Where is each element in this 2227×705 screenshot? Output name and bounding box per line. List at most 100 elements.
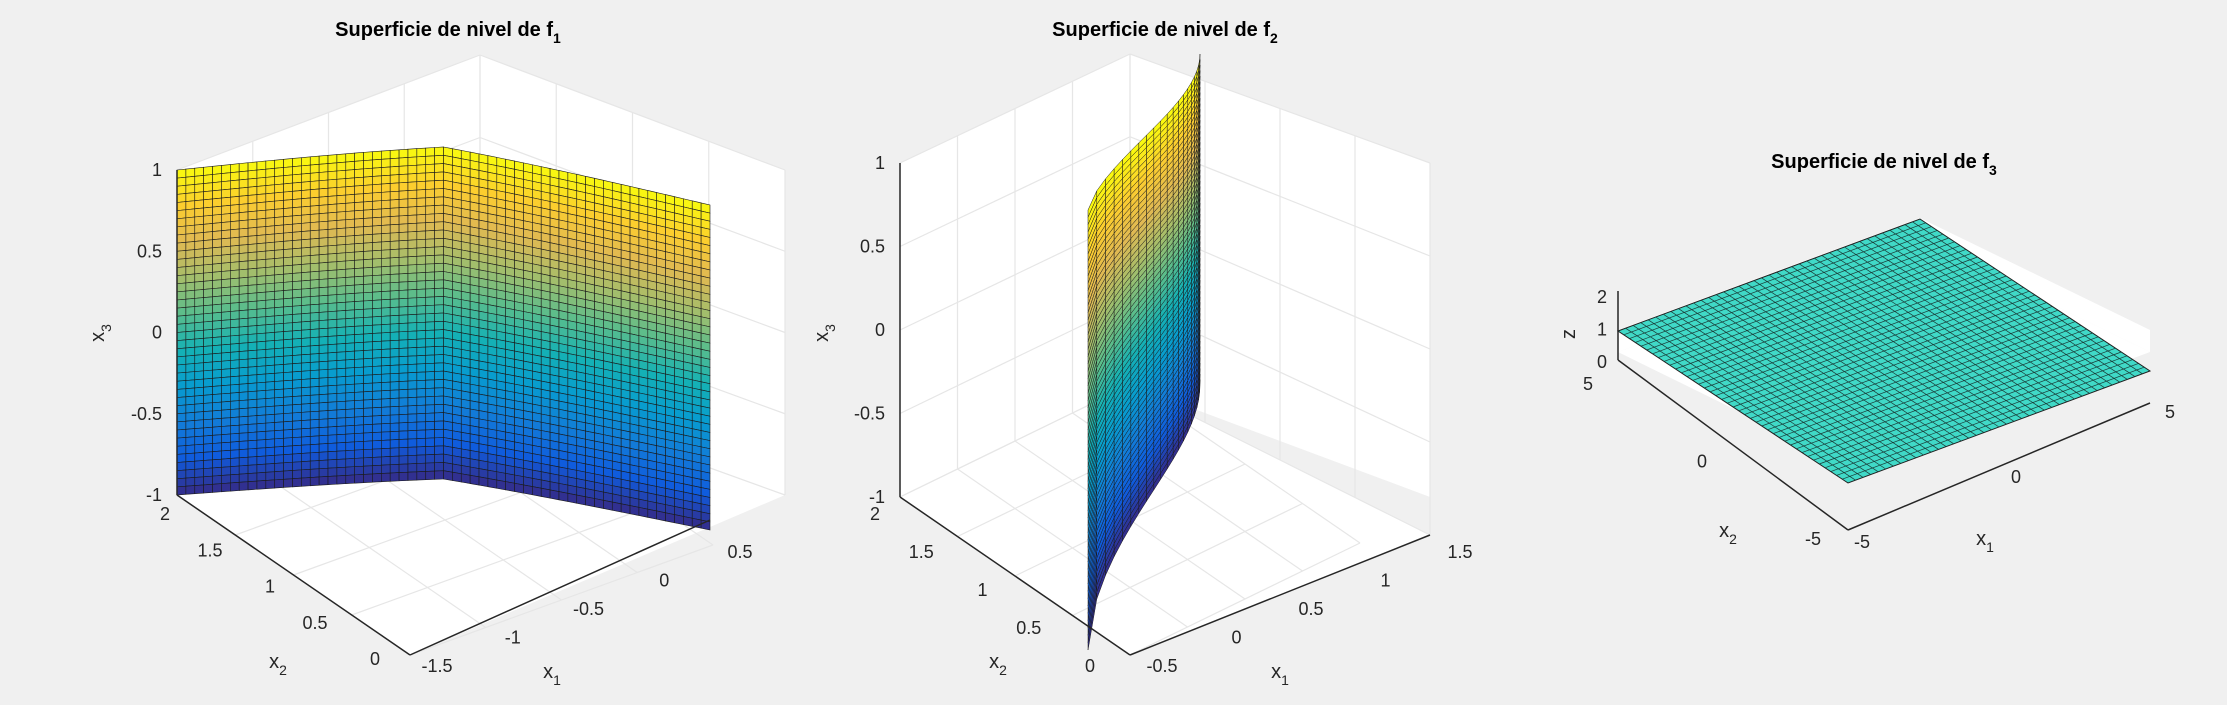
plot-1-surface-patch <box>194 191 204 202</box>
plot-1-surface-patch <box>185 192 196 202</box>
plot-1-surface-patch <box>203 190 213 201</box>
plot-1-surface-patch <box>292 173 302 184</box>
plot-1-surface-patch <box>389 397 400 408</box>
plot-1-surface-patch <box>434 154 444 165</box>
plot-1-surface-patch <box>274 380 284 391</box>
plot-1-surface-patch <box>212 320 222 330</box>
plot-1-surface-patch <box>247 448 258 458</box>
plot-1-surface-patch <box>238 448 249 459</box>
plot-1-surface-patch <box>194 476 204 486</box>
plot-1-surface-patch <box>309 262 320 273</box>
plot-1-surface-patch <box>185 411 196 422</box>
plot-1-surface-patch <box>416 346 427 357</box>
plot-1-surface-patch <box>301 304 311 315</box>
plot-1-surface-patch <box>309 155 320 166</box>
plot-1-surface-patch <box>318 163 329 173</box>
plot-1-surface-patch <box>176 233 187 244</box>
plot-1-surface-patch <box>389 248 400 259</box>
plot-1-surface-patch <box>398 339 409 349</box>
plot-1-axis-lines <box>176 170 711 656</box>
plot-1-surface-patch <box>407 355 418 365</box>
plot-1-surface-patch <box>336 178 347 188</box>
plot-1-surface-patch <box>318 385 329 396</box>
plot-1-surface-patch <box>318 476 329 486</box>
plot-1-surface-patch <box>381 207 391 218</box>
plot-1-surface-patch <box>363 283 373 294</box>
plot-2-x-axis-line <box>1129 534 1431 656</box>
plot-1-surface-patch <box>221 327 231 338</box>
plot-2-y-tick-label: 2 <box>870 504 880 524</box>
plot-1-surface-patch <box>265 159 276 170</box>
plot-1-surface-patch <box>434 320 444 331</box>
plot-1-surface-patch <box>354 366 364 377</box>
plot-1-surface-patch <box>345 350 355 361</box>
plot-1-surface-patch <box>221 229 231 240</box>
plot-1-surface-patch <box>381 232 391 243</box>
plot-1-surface-patch <box>354 441 364 451</box>
plot-1-surface-patch <box>434 329 444 339</box>
plot-1-surface-patch <box>301 156 311 167</box>
plot-1-surface-patch <box>301 279 311 290</box>
plot-1-surface-patch <box>345 202 355 212</box>
plot-1-surface-patch <box>203 174 213 184</box>
plot-1-surface-patch <box>398 198 409 209</box>
plot-1-surface-patch <box>274 421 284 432</box>
plot-1-z-tick-label: -0.5 <box>131 404 162 424</box>
plot-1-surface-patch <box>407 413 418 423</box>
plot-1-surface-patch <box>212 263 222 273</box>
plot-1-surface-patch <box>185 281 196 292</box>
plot-3-title-text: Superficie de nivel de f <box>1771 151 1989 173</box>
plot-1-surface-patch <box>274 306 284 317</box>
plot-1-surface-patch <box>292 346 302 356</box>
plot-1-surface-patch <box>230 285 240 296</box>
plot-1-surface-patch <box>425 454 435 464</box>
plot-2-tick-labels: 10.50-0.5-121.510.50 -0.500.511.5 <box>854 153 1473 676</box>
plot-1-surface-patch <box>238 399 249 410</box>
plot-1-surface-patch <box>381 323 391 334</box>
plot-1-surface-patch <box>274 462 284 472</box>
plot-1-surface-patch <box>301 427 311 438</box>
plot-1-surface-patch <box>549 489 560 501</box>
plot-1-surface-patch <box>221 164 231 174</box>
plot-1-surface-patch <box>407 405 418 415</box>
plot-1-surface-patch <box>318 294 329 305</box>
plot-1-surface-patch <box>372 233 382 243</box>
plot-1-surface-patch <box>327 459 338 469</box>
plot-3-mesh-line <box>1738 298 2041 412</box>
plot-1-surface-patch <box>185 184 196 194</box>
plot-1-surface-patch <box>221 392 231 403</box>
plot-1-surface-patch <box>309 270 320 281</box>
plot-1-surface-patch <box>345 309 355 320</box>
plot-1-surface-patch <box>345 408 355 418</box>
plot-1-surface-patch <box>398 306 409 316</box>
plot-3-mesh-line <box>1829 252 2060 405</box>
plot-1-surface-patch <box>309 320 320 330</box>
plot-1-surface-patch <box>176 412 187 423</box>
plot-1-surface-patch <box>381 249 391 259</box>
plot-1-surface-patch <box>345 276 355 287</box>
plot-3-mesh-line <box>1889 229 2120 383</box>
plot-3-mesh-line <box>1773 321 2076 434</box>
plot-3-back-wall-right <box>1920 218 2150 352</box>
plot-1-surface-patch <box>354 333 364 344</box>
plot-1-surface-patch <box>336 475 347 485</box>
plot-1-surface-patch <box>309 386 320 396</box>
plot-1-surface-patch <box>336 409 347 419</box>
plot-1-surface-patch <box>309 369 320 380</box>
plot-1-surface-patch <box>185 387 196 398</box>
plot-1-surface-patch <box>425 163 435 174</box>
plot-1-surface-patch <box>318 402 329 412</box>
plot-1-surface-patch <box>301 288 311 298</box>
plot-1-y-axis-line <box>176 494 411 656</box>
plot-1-surface-patch <box>274 437 284 448</box>
plot-1-surface-patch <box>345 416 355 427</box>
plot-1-surface-patch <box>230 253 240 263</box>
plot-1-surface-patch <box>407 430 418 440</box>
plot-1-surface-patch <box>238 211 249 222</box>
plot-1-surface-patch <box>185 485 196 495</box>
plot-1-surface-patch <box>327 319 338 329</box>
plot-1-surface-patch <box>176 323 187 333</box>
plot-1-surface-patch <box>372 365 382 376</box>
plot-1-surface-patch <box>274 372 284 382</box>
plot-1-surface-patch <box>336 227 347 238</box>
